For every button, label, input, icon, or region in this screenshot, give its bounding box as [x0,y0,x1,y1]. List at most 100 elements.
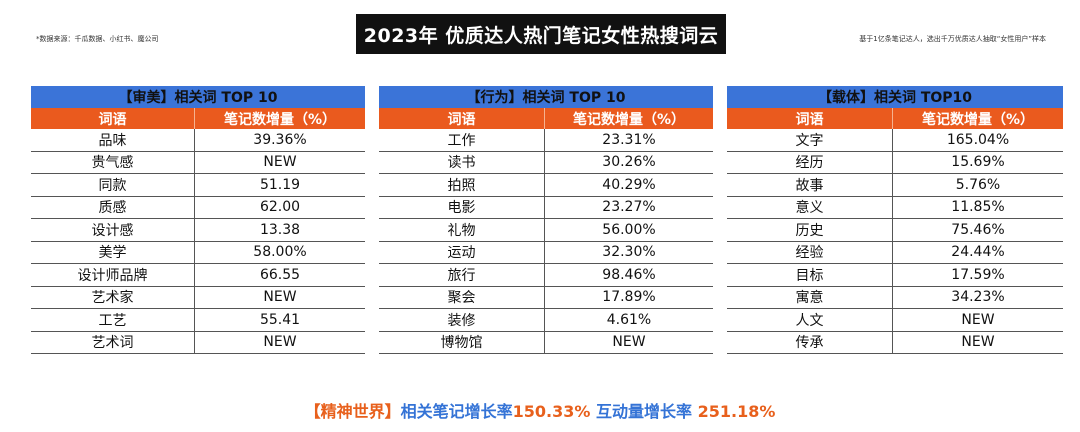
cell-word: 拍照 [379,174,545,196]
table-column-header: 词语 笔记数增量（%） [31,108,365,129]
source-note: *数据来源：千瓜数据、小红书、魔公司 [36,35,159,43]
cell-word: 意义 [727,196,893,218]
table-row: 艺术词 NEW [31,331,365,354]
table-row: 美学 58.00% [31,241,365,264]
table-column-header: 词语 笔记数增量（%） [379,108,713,129]
cell-word: 故事 [727,174,893,196]
table-row: 艺术家 NEW [31,286,365,309]
cell-growth: 13.38 [259,221,301,238]
footer-interaction-value: 251.18% [697,402,776,421]
cell-word: 设计感 [31,219,195,241]
column-header-word: 词语 [379,108,545,129]
cell-word: 礼物 [379,219,545,241]
table-row: 礼物 56.00% [379,219,713,242]
cell-growth: 51.19 [259,176,301,193]
table-row: 电影 23.27% [379,196,713,219]
cell-word: 艺术家 [31,286,195,308]
cell-word: 文字 [727,129,893,151]
table-row: 运动 32.30% [379,241,713,264]
table-title: 【行为】相关词 TOP 10 [379,86,713,108]
cell-growth: 98.46% [602,266,656,283]
page-title: 2023年 优质达人热门笔记女性热搜词云 [356,14,726,54]
cell-growth: 11.85% [951,199,1005,216]
cell-word: 工艺 [31,309,195,331]
cell-word: 旅行 [379,264,545,286]
table-row: 寓意 34.23% [727,286,1063,309]
cell-growth: NEW [263,154,297,171]
table-3: 【载体】相关词 TOP10 词语 笔记数增量（%） 文字 165.04% 经历 15.69%… [727,86,1063,354]
cell-word: 同款 [31,174,195,196]
column-header-word: 词语 [727,108,893,129]
table-column-header: 词语 笔记数增量（%） [727,108,1063,129]
cell-growth: NEW [263,334,297,351]
cell-growth: 23.27% [602,199,656,216]
table-title: 【审美】相关词 TOP 10 [31,86,365,108]
table-1: 【审美】相关词 TOP 10 词语 笔记数增量（%） 品味 39.36% 贵气感 NEW 同款… [31,86,365,354]
table-row: 读书 30.26% [379,151,713,174]
table-row: 质感 62.00 [31,196,365,219]
table-row: 设计师品牌 66.55 [31,264,365,287]
cell-word: 装修 [379,309,545,331]
table-row: 装修 4.61% [379,309,713,332]
cell-word: 传承 [727,331,893,353]
footer-summary: 【精神世界】相关笔记增长率150.33% 互动量增长率 251.18% [0,398,1080,422]
table-row: 旅行 98.46% [379,264,713,287]
table-row: 设计感 13.38 [31,219,365,242]
method-note: 基于1亿条笔记达人，选出千万优质达人抽取“女性用户”样本 [859,35,1046,43]
table-row: 意义 11.85% [727,196,1063,219]
table-row: 传承 NEW [727,331,1063,354]
table-row: 工艺 55.41 [31,309,365,332]
cell-growth: 30.26% [602,154,656,171]
cell-word: 贵气感 [31,151,195,173]
cell-growth: 56.00% [602,221,656,238]
footer-note-growth-label: 相关笔记增长率 [400,402,513,421]
table-row: 经验 24.44% [727,241,1063,264]
cell-growth: 34.23% [951,289,1005,306]
cell-word: 聚会 [379,286,545,308]
cell-word: 经验 [727,241,893,263]
cell-growth: 39.36% [253,131,307,148]
footer-interaction-label: 互动量增长率 [596,402,693,421]
cell-word: 人文 [727,309,893,331]
cell-word: 经历 [727,151,893,173]
table-row: 故事 5.76% [727,174,1063,197]
cell-growth: NEW [961,334,995,351]
cell-growth: 165.04% [946,131,1010,148]
cell-word: 艺术词 [31,331,195,353]
column-header-growth: 笔记数增量（%） [223,111,337,128]
cell-growth: NEW [961,311,995,328]
footer-note-growth-value: 150.33% [512,402,591,421]
cell-growth: NEW [612,334,646,351]
cell-growth: 62.00 [259,199,301,216]
cell-growth: 40.29% [602,176,656,193]
column-header-growth: 笔记数增量（%） [572,111,686,128]
table-row: 博物馆 NEW [379,331,713,354]
cell-word: 电影 [379,196,545,218]
cell-word: 运动 [379,241,545,263]
table-row: 文字 165.04% [727,129,1063,152]
cell-word: 读书 [379,151,545,173]
cell-growth: 75.46% [951,221,1005,238]
table-row: 同款 51.19 [31,174,365,197]
cell-growth: 55.41 [259,311,301,328]
table-row: 贵气感 NEW [31,151,365,174]
table-row: 品味 39.36% [31,129,365,152]
cell-word: 寓意 [727,286,893,308]
cell-word: 博物馆 [379,331,545,353]
table-row: 工作 23.31% [379,129,713,152]
table-2: 【行为】相关词 TOP 10 词语 笔记数增量（%） 工作 23.31% 读书 30.26%… [379,86,713,354]
cell-growth: 17.59% [951,266,1005,283]
cell-growth: 24.44% [951,244,1005,261]
cell-growth: 23.31% [602,131,656,148]
table-row: 人文 NEW [727,309,1063,332]
cell-growth: 32.30% [602,244,656,261]
cell-growth: NEW [263,289,297,306]
cell-word: 目标 [727,264,893,286]
cell-growth: 15.69% [951,154,1005,171]
column-header-growth: 笔记数增量（%） [921,111,1035,128]
cell-word: 美学 [31,241,195,263]
cell-word: 工作 [379,129,545,151]
column-header-word: 词语 [31,108,195,129]
cell-word: 历史 [727,219,893,241]
cell-word: 设计师品牌 [31,264,195,286]
